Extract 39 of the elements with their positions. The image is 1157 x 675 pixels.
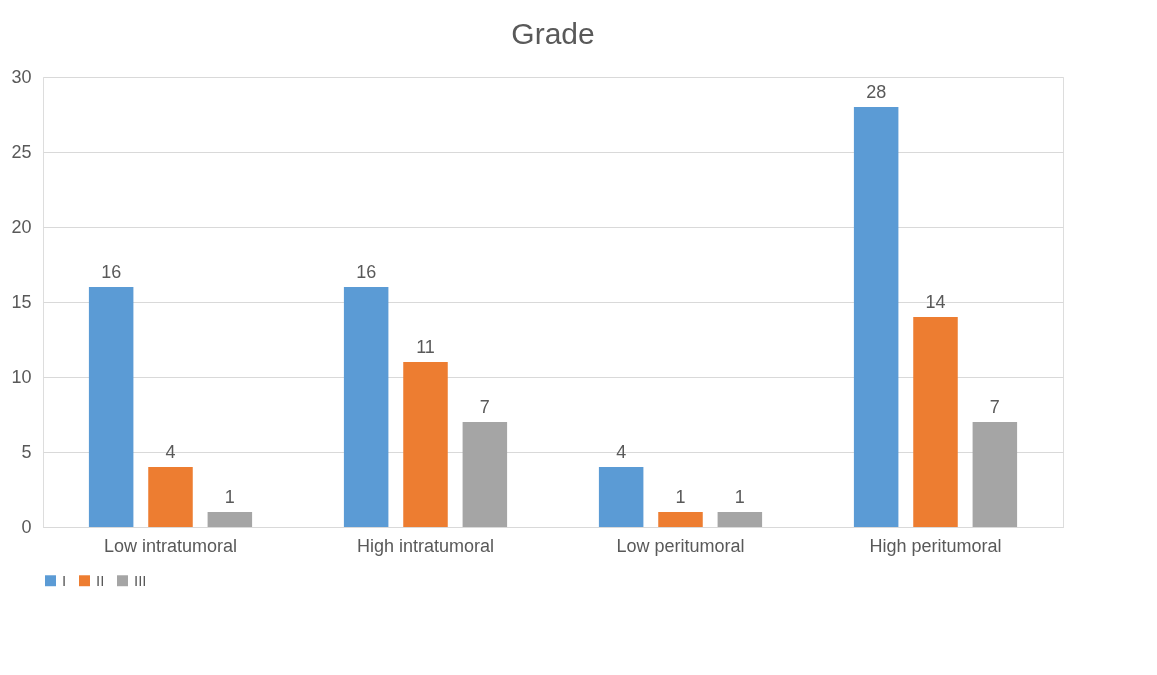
y-tick-label: 20 bbox=[11, 216, 32, 237]
data-label: 1 bbox=[675, 487, 686, 507]
y-tick-label: 15 bbox=[11, 291, 32, 312]
data-label: 14 bbox=[925, 292, 946, 312]
x-tick-label: High intratumoral bbox=[356, 535, 495, 556]
chart-title: Grade bbox=[511, 17, 595, 50]
legend-label: III bbox=[134, 571, 147, 589]
bar bbox=[462, 422, 508, 527]
y-tick-label: 25 bbox=[11, 141, 32, 162]
bar bbox=[717, 512, 763, 527]
data-label: 4 bbox=[616, 442, 627, 462]
y-tick-label: 5 bbox=[21, 441, 32, 462]
bar bbox=[88, 287, 134, 527]
x-tick-label: Low peritumoral bbox=[616, 535, 745, 556]
bar bbox=[403, 362, 448, 527]
data-label: 1 bbox=[224, 487, 235, 507]
legend-label: I bbox=[62, 571, 67, 589]
x-tick-label: High peritumoral bbox=[869, 535, 1002, 556]
legend-label: II bbox=[96, 571, 105, 589]
bar bbox=[343, 287, 389, 527]
data-label: 4 bbox=[165, 442, 176, 462]
data-label: 7 bbox=[479, 397, 490, 417]
bar bbox=[658, 512, 703, 527]
data-label: 7 bbox=[989, 397, 1000, 417]
data-label: 28 bbox=[866, 82, 887, 102]
y-tick-label: 0 bbox=[21, 516, 32, 537]
bar bbox=[148, 467, 193, 527]
bar bbox=[913, 317, 958, 527]
bar bbox=[598, 467, 644, 527]
y-tick-label: 10 bbox=[11, 366, 32, 387]
bar bbox=[853, 107, 899, 527]
y-tick-label: 30 bbox=[11, 66, 32, 87]
bar bbox=[972, 422, 1018, 527]
data-label: 16 bbox=[356, 262, 377, 282]
data-label: 16 bbox=[101, 262, 122, 282]
bar bbox=[207, 512, 253, 527]
data-label: 1 bbox=[734, 487, 745, 507]
x-tick-label: Low intratumoral bbox=[103, 535, 238, 556]
data-label: 11 bbox=[416, 337, 435, 357]
